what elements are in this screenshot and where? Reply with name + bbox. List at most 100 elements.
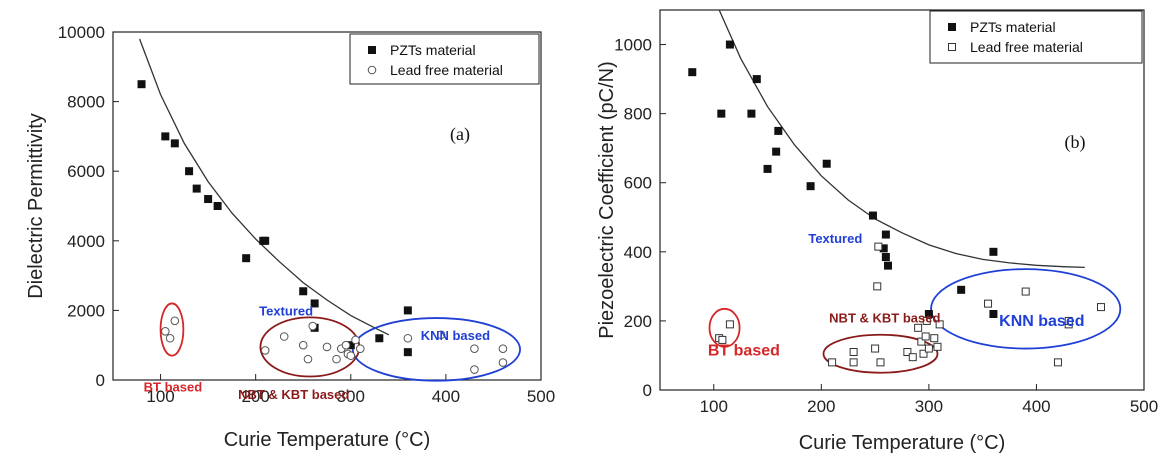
data-point-pzt [772,147,781,156]
data-point-lead-free [914,323,923,332]
legend-box [349,33,540,85]
data-point-lead-free [322,342,332,352]
data-point-pzt [752,75,761,84]
y-axis-label: Dielectric Permittivity [25,113,47,299]
legend-label: PZTs material [970,19,1056,35]
data-point-pzt [204,195,213,204]
group-annotation: Textured [808,231,862,246]
data-point-lead-free [874,242,883,251]
y-tick-label: 4000 [67,232,105,251]
data-point-lead-free [346,351,356,360]
data-point-lead-free [332,354,341,364]
data-point-lead-free [403,333,413,343]
group-annotation: KNN based [421,328,490,343]
data-point-lead-free [1053,358,1062,367]
chart-panel-a: 100 200 300 400 500 0 2000 4000 6000 8000 10000 Cur… [25,23,555,451]
data-point-pzt [403,348,412,357]
group-ellipse [708,307,741,348]
group-annotation: Textured [259,304,313,319]
data-point-lead-free [917,337,926,346]
x-tick-label: 300 [915,397,943,416]
data-point-lead-free [436,330,446,340]
data-point-lead-free [922,316,931,325]
data-point-pzt [881,253,890,261]
data-point-lead-free [903,348,912,356]
data-point-lead-free [930,334,939,343]
data-point-pzt [957,285,966,294]
group-annotation: NBT & KBT based [238,387,349,402]
y-axis-label: Piezoelectric Coefficient (pC/N) [596,61,618,339]
data-point-pzt [717,109,726,118]
data-point-lead-free [924,344,933,353]
data-point-lead-free [933,342,942,351]
data-point-pzt [403,306,412,315]
data-point-lead-free [935,320,944,329]
chart-panel-b: 100 200 300 400 500 0 200 400 600 800 1000 Curie Te… [596,9,1158,454]
y-tick-label: 800 [624,105,652,124]
data-point-lead-free [170,316,180,326]
data-point-lead-free [341,340,351,350]
legend-marker-lead-free [367,65,377,75]
group-ellipse [159,302,185,357]
data-point-lead-free [298,340,308,350]
data-point-pzt [763,164,772,173]
legend-marker-lead-free [948,43,956,51]
panel-label: (a) [450,124,470,145]
legend-label: PZTs material [390,42,476,58]
data-point-lead-free [873,282,882,291]
data-point-lead-free [871,344,880,353]
data-point-lead-free [470,365,479,374]
data-point-pzt [242,254,251,263]
legend-marker-pzt [948,23,956,31]
group-annotation: NBT & KBT based [829,311,940,326]
y-tick-label: 0 [96,371,105,390]
y-tick-label: 10000 [58,23,105,42]
data-point-pzt [774,126,783,135]
x-tick-label: 300 [337,387,365,406]
data-point-pzt [261,236,270,245]
y-tick-label: 6000 [67,162,105,181]
data-point-lead-free [161,326,170,336]
plot-frame [112,31,542,381]
y-tick-label: 600 [624,174,652,193]
data-point-pzt [161,132,170,141]
data-point-lead-free [303,354,313,364]
group-annotation: BT based [708,342,780,359]
data-point-pzt [806,182,815,191]
data-point-lead-free [984,299,993,308]
data-point-lead-free [919,349,928,358]
group-annotation: BT based [144,379,203,394]
data-point-pzt [170,139,179,148]
legend-marker-pzt [368,46,376,54]
x-tick-label: 100 [700,397,728,416]
data-point-pzt [375,334,384,343]
data-point-lead-free [876,358,885,367]
legend-label: Lead free material [390,62,503,78]
data-point-lead-free [260,346,270,355]
data-point-pzt [881,230,890,239]
x-tick-label: 400 [432,387,460,406]
plot-frame [659,9,1145,391]
data-point-lead-free [279,332,289,341]
trend-curve [138,38,390,336]
y-tick-label: 0 [643,381,652,400]
data-point-pzt [868,211,877,220]
group-ellipse [351,317,521,382]
data-point-lead-free [165,333,175,343]
x-tick-label: 200 [241,387,269,406]
data-point-pzt [879,244,888,253]
data-point-pzt [822,159,831,168]
x-axis-label: Curie Temperature (°C) [224,429,431,451]
trend-curve [718,9,1085,269]
data-point-pzt [299,287,308,296]
x-axis-label: Curie Temperature (°C) [799,432,1006,454]
group-ellipse [930,268,1122,350]
data-point-lead-free [470,344,479,353]
data-point-lead-free [498,344,508,353]
data-point-lead-free [908,353,917,362]
data-point-pzt [989,310,998,318]
data-point-lead-free [351,335,360,345]
y-tick-label: 200 [624,312,652,331]
data-point-pzt [137,80,146,89]
y-tick-label: 2000 [67,301,105,320]
